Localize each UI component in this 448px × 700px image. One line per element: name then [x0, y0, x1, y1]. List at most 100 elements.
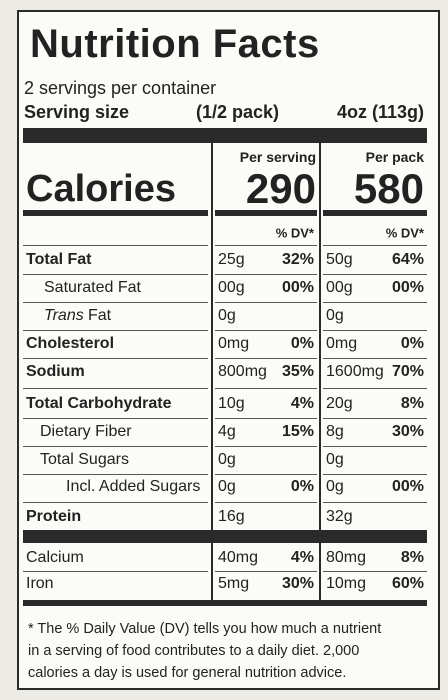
rule [23, 128, 427, 143]
divider [215, 571, 317, 572]
divider [23, 446, 208, 447]
daily-value: 00% [391, 478, 424, 495]
divider [215, 274, 317, 275]
nutrient-name: Total Fat [26, 251, 92, 268]
divider [215, 388, 317, 389]
amount: 4g [218, 423, 236, 440]
calories-label: Calories [26, 168, 176, 210]
dv-header: % DV* [385, 225, 424, 241]
amount: 0g [326, 451, 344, 468]
divider [215, 446, 317, 447]
divider [323, 502, 427, 503]
divider [215, 474, 317, 475]
amount: 00g [326, 279, 353, 296]
amount: 0mg [326, 335, 358, 352]
daily-value: 60% [391, 575, 424, 592]
divider [323, 474, 427, 475]
divider [23, 571, 208, 572]
divider [215, 245, 317, 246]
calories-value: 580 [353, 165, 424, 212]
divider [323, 330, 427, 331]
divider [323, 418, 427, 419]
nutrient-name: Trans [44, 307, 84, 324]
amount: 1600mg [326, 363, 384, 380]
nutrient-name: Protein [26, 508, 82, 525]
amount: 0g [326, 478, 344, 495]
divider [23, 502, 208, 503]
amount: 25g [218, 251, 245, 268]
divider [323, 245, 427, 246]
divider [215, 502, 317, 503]
daily-value: 00% [391, 279, 424, 296]
nutrient-name: Total Sugars [40, 451, 129, 468]
divider [323, 446, 427, 447]
amount: 800mg [218, 363, 267, 380]
amount: 0g [218, 307, 236, 324]
column-header: Per pack [365, 149, 424, 165]
dv-header: % DV* [275, 225, 314, 241]
rule [323, 210, 427, 216]
amount: 50g [326, 251, 353, 268]
daily-value: 8% [400, 395, 424, 412]
nutrient-name: Sodium [26, 363, 85, 380]
amount: 16g [218, 508, 245, 525]
amount: 10g [218, 395, 245, 412]
amount: 40mg [218, 549, 259, 566]
nutrient-name: Iron [26, 575, 54, 592]
nutrient-name: Cholesterol [26, 335, 115, 352]
daily-value: 35% [281, 363, 314, 380]
servings: 2 servings per container [24, 78, 217, 98]
daily-value: 4% [290, 395, 314, 412]
nutrition-label [17, 10, 440, 690]
divider [323, 571, 427, 572]
nutrient-name: Dietary Fiber [40, 423, 132, 440]
daily-value: 15% [281, 423, 314, 440]
divider [23, 274, 208, 275]
amount: 32g [326, 508, 353, 525]
amount: 8g [326, 423, 344, 440]
nutrient-name: Calcium [26, 549, 84, 566]
amount: 0g [218, 478, 236, 495]
rule [23, 530, 427, 543]
footnote: * The % Daily Value (DV) tells you how m… [28, 620, 382, 637]
nutrient-name: Saturated Fat [44, 279, 141, 296]
amount: 0g [326, 307, 344, 324]
amount: 10mg [326, 575, 367, 592]
divider [323, 388, 427, 389]
serving-size-amount: 4oz (113g) [336, 102, 424, 122]
calories-value: 290 [245, 165, 316, 212]
footnote: in a serving of food contributes to a da… [28, 642, 360, 659]
nutrient-name: Total Carbohydrate [26, 395, 172, 412]
daily-value: 8% [400, 549, 424, 566]
rule [23, 600, 427, 606]
amount: 00g [218, 279, 245, 296]
daily-value: 64% [391, 251, 424, 268]
daily-value: 0% [400, 335, 424, 352]
amount: 80mg [326, 549, 367, 566]
column-divider [211, 143, 213, 600]
serving-size-portion: (1/2 pack) [196, 102, 280, 122]
daily-value: 00% [281, 279, 314, 296]
amount: 0g [218, 451, 236, 468]
title: Nutrition Facts [30, 22, 320, 66]
footnote: calories a day is used for general nutri… [28, 664, 347, 681]
daily-value: 30% [391, 423, 424, 440]
amount: 20g [326, 395, 353, 412]
divider [23, 418, 208, 419]
divider [23, 358, 208, 359]
amount: 0mg [218, 335, 250, 352]
rule [215, 210, 317, 216]
divider [215, 358, 317, 359]
daily-value: 32% [281, 251, 314, 268]
amount: 5mg [218, 575, 250, 592]
divider [323, 358, 427, 359]
daily-value: 0% [290, 478, 314, 495]
daily-value: 70% [391, 363, 424, 380]
daily-value: 4% [290, 549, 314, 566]
column-divider [319, 143, 321, 600]
rule [23, 210, 208, 216]
column-header: Per serving [239, 149, 316, 165]
divider [215, 330, 317, 331]
divider [215, 418, 317, 419]
